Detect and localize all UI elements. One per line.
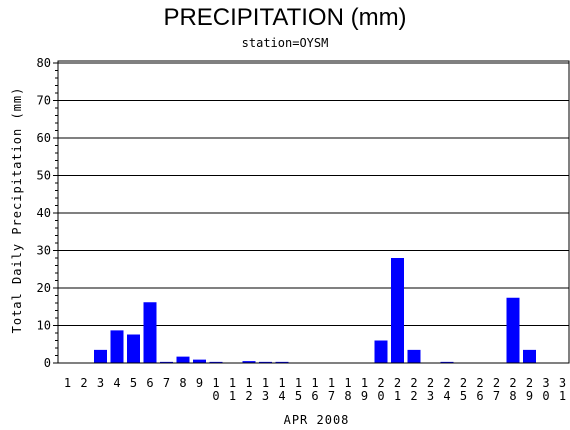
x-axis: 1 2 3 4 5 6 7 8 9 1 01 11 21 31 41 51 61 71 81 92 02 12 22 32 42… <box>64 376 566 403</box>
y-tick-label: 10 <box>37 319 51 333</box>
bar-day-10 <box>209 361 223 363</box>
bar-day-14 <box>275 361 289 363</box>
bar-day-6 <box>143 302 157 363</box>
grid-lines <box>58 62 569 326</box>
plot-frame <box>57 60 570 364</box>
y-tick-label: 60 <box>37 131 51 145</box>
bars <box>94 258 536 363</box>
chart-title: PRECIPITATION (mm) <box>163 4 407 31</box>
bar-day-4 <box>110 330 124 363</box>
x-tick-label: 4 <box>113 376 120 390</box>
y-tick-label: 20 <box>37 281 51 295</box>
bar-day-24 <box>440 361 454 363</box>
y-tick-label: 80 <box>37 56 51 70</box>
x-tick-label: 6 <box>146 376 153 390</box>
y-tick-label: 40 <box>37 206 51 220</box>
x-tick-label: 5 <box>130 376 137 390</box>
bar-day-22 <box>407 349 421 363</box>
bar-day-5 <box>127 334 140 363</box>
y-axis-label: Total Daily Precipitation (mm) <box>10 87 24 334</box>
bar-day-20 <box>374 340 388 363</box>
x-tick-label: 2 <box>80 376 87 390</box>
bar-day-13 <box>259 361 272 363</box>
bar-day-3 <box>94 349 107 363</box>
bar-day-8 <box>176 356 190 363</box>
bar-day-7 <box>160 361 173 363</box>
bar-day-21 <box>391 258 404 363</box>
x-tick-label: 9 <box>196 376 203 390</box>
x-tick-label: 7 <box>163 376 170 390</box>
bar-day-29 <box>523 349 536 363</box>
y-tick-label: 0 <box>44 356 51 370</box>
x-tick-label: 1 <box>64 376 71 390</box>
chart-subtitle: station=OYSM <box>241 36 329 50</box>
x-tick-label: 3 <box>97 376 104 390</box>
x-axis-label: APR 2008 <box>284 413 350 427</box>
bar-day-12 <box>242 361 256 363</box>
bar-day-9 <box>193 359 206 363</box>
y-tick-label: 70 <box>37 94 51 108</box>
x-tick-label: 8 <box>179 376 186 390</box>
y-tick-label: 50 <box>37 169 51 183</box>
bar-day-28 <box>506 297 520 363</box>
y-tick-label: 30 <box>37 244 51 258</box>
y-axis: 0 10 20 30 40 50 60 70 80 <box>37 56 58 370</box>
